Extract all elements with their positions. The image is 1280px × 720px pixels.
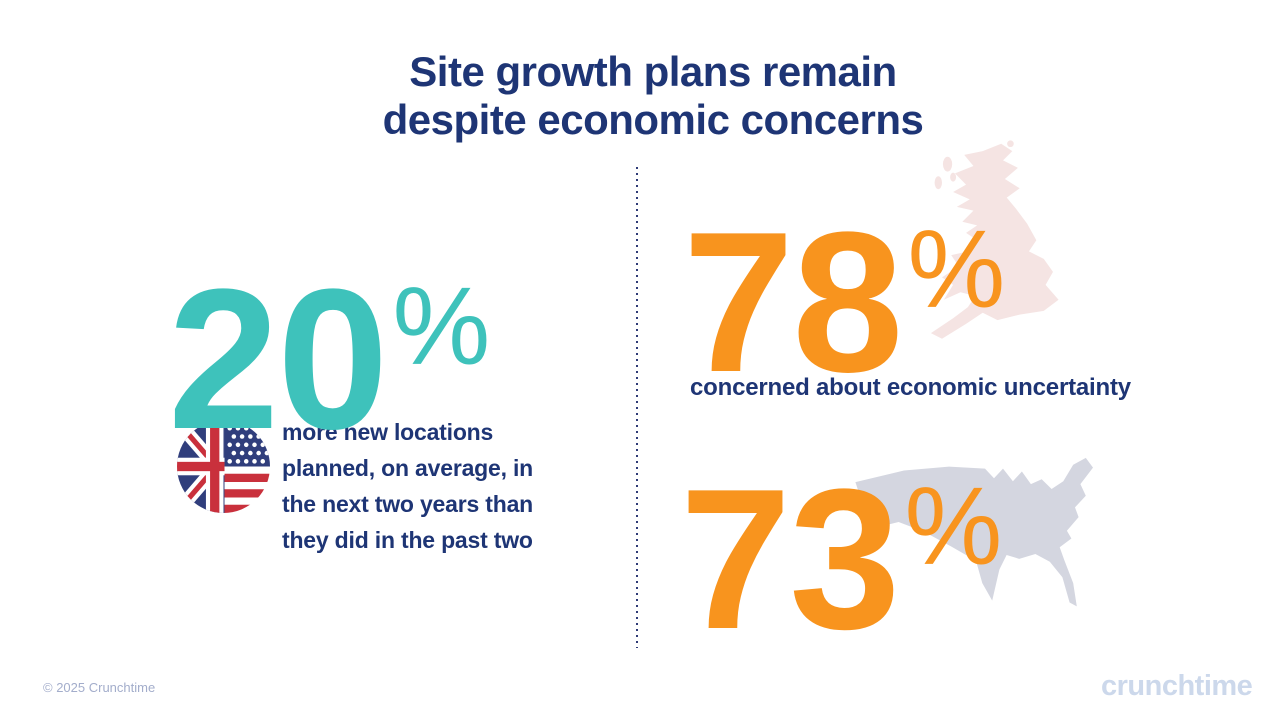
stat-combined-number: 20 [168,248,388,471]
stat-combined-description: more new locations planned, on average, … [282,412,533,558]
us-map-silhouette [855,457,1093,607]
crunchtime-logo: crunchtime [1101,670,1253,702]
stat-us-number: 73 [680,448,900,671]
description-line: planned, on average, in [282,455,534,481]
stat-combined-percent-sign: % [392,265,491,388]
stat-uk-percent-sign: % [907,208,1006,331]
stat-uk-value: 78% [683,170,1005,403]
stat-combined-value: 20% [168,227,490,460]
uk-map-silhouette [930,140,1059,339]
stat-uk-number: 78 [683,191,903,414]
title-line-2: despite economic concerns [382,96,924,143]
description-line: they did in the past two [282,527,533,553]
page-title: Site growth plans remain despite economi… [340,48,966,144]
description-line: the next two years than [282,491,534,517]
stat-us-value: 73% [680,427,1002,660]
description-line: more new locations [282,419,494,445]
uk-us-flag-icon [177,420,270,513]
title-line-1: Site growth plans remain [409,48,897,95]
dotted-divider [636,167,638,648]
stat-us-percent-sign: % [904,465,1003,588]
stat-uk-caption: concerned about economic uncertainty [690,374,1131,401]
copyright-text: © 2025 Crunchtime [43,680,156,695]
stat-combined-description-row: more new locations planned, on average, … [177,412,533,558]
